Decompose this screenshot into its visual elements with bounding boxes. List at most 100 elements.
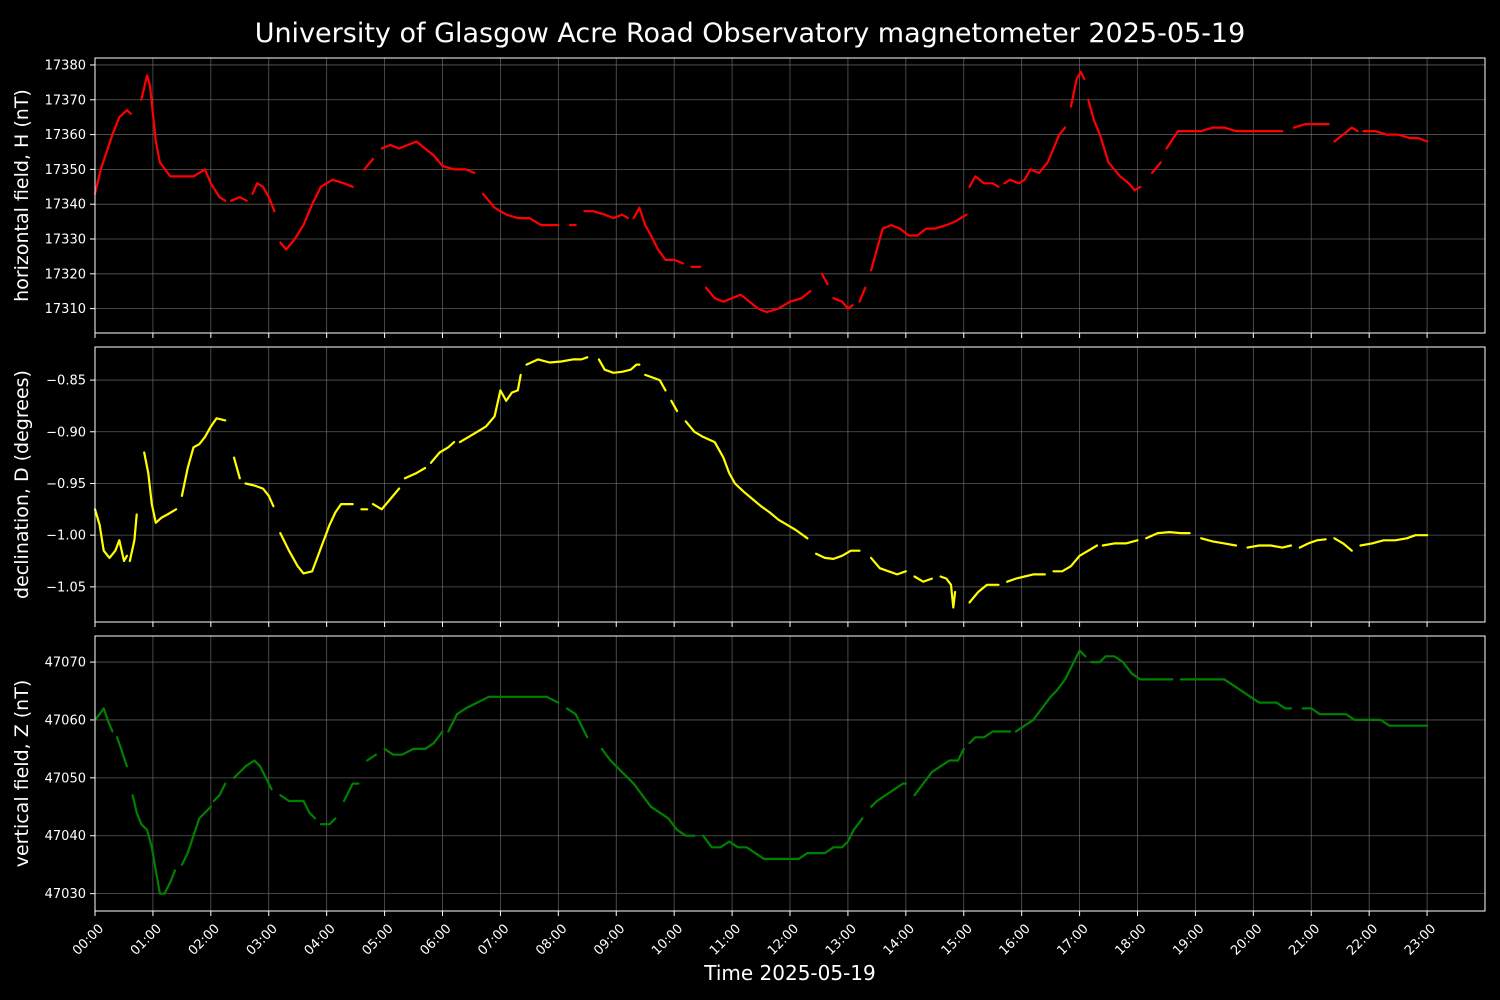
series-h-segment <box>870 213 968 272</box>
y-tick-label: 17360 <box>45 128 86 143</box>
x-tick-label: 04:00 <box>302 921 339 958</box>
series-d-segment <box>180 417 227 497</box>
series-z-segment <box>913 747 965 797</box>
x-tick-label: 13:00 <box>823 921 860 958</box>
x-tick-label: 06:00 <box>417 921 454 958</box>
series-d-segment <box>1006 573 1046 583</box>
series-h-segment <box>1333 126 1359 143</box>
series-d-segment <box>1333 537 1353 552</box>
x-tick-label: 18:00 <box>1112 921 1149 958</box>
x-tick-label: 19:00 <box>1170 921 1207 958</box>
series-h-segment <box>481 192 560 227</box>
panel-d: −1.05 −1.00 −0.95 −0.90 −0.85 declination, D … <box>11 346 1486 627</box>
series-h-segment <box>858 286 867 303</box>
series-d-segment <box>644 373 667 392</box>
series-z-segment <box>383 730 444 756</box>
x-tick-label: 17:00 <box>1055 921 1092 958</box>
series-d-segment <box>128 513 138 563</box>
series-h-segment <box>1003 126 1067 185</box>
series-h-segment <box>380 140 476 174</box>
y-tick-label: 17330 <box>45 233 86 248</box>
x-tick-label: 10:00 <box>649 921 686 958</box>
series-d-segment <box>93 508 128 563</box>
panel-d-frame <box>94 346 1486 623</box>
series-d-segment <box>1359 534 1429 547</box>
y-tick-label: 47050 <box>45 771 86 786</box>
panel-h-frame <box>94 57 1486 334</box>
series-d-segment <box>1298 538 1327 549</box>
series-d-segment <box>1246 544 1293 549</box>
series-d-segment <box>244 482 275 508</box>
y-tick-label: 47040 <box>45 829 86 844</box>
series-z-segment <box>180 805 212 866</box>
series-d-segment <box>429 441 456 464</box>
series-d-segment <box>684 420 809 540</box>
series-d-segment <box>1200 537 1238 547</box>
series-d-segment <box>403 466 427 480</box>
y-tick-label: 47060 <box>45 713 86 728</box>
series-d-segment <box>815 549 861 560</box>
x-tick-label: 16:00 <box>997 921 1034 958</box>
y-tick-label: −1.00 <box>46 529 86 544</box>
series-h-segment <box>704 286 812 314</box>
series-h-segment <box>140 74 227 202</box>
x-tick-label: 08:00 <box>533 921 570 958</box>
series-z-segment <box>870 782 907 808</box>
series-d-segment <box>939 575 957 609</box>
y-tick-label: −0.95 <box>46 477 86 492</box>
y-tick-label: 17310 <box>45 302 86 317</box>
series-h-segment <box>1150 161 1162 174</box>
series-h-segment <box>1292 123 1330 129</box>
x-tick-label: 00:00 <box>70 921 107 958</box>
series-z-segment <box>447 695 560 733</box>
series-d-segment <box>913 575 933 583</box>
x-tick-label: 05:00 <box>360 921 397 958</box>
x-tick-label: 07:00 <box>475 921 512 958</box>
series-h-segment <box>279 178 354 251</box>
series-d-segment <box>279 503 354 575</box>
series-h-segment <box>1087 98 1142 192</box>
x-tick-label: 09:00 <box>591 921 628 958</box>
x-tick-label: 21:00 <box>1286 921 1323 958</box>
y-tick-label: 47030 <box>45 887 86 902</box>
series-z-segment <box>702 817 864 860</box>
series-d-segment <box>143 451 178 524</box>
series-d-segment <box>1101 539 1139 547</box>
y-tick-label: −1.05 <box>46 580 86 595</box>
series-d-segment <box>870 556 907 576</box>
y-tick-label: 17320 <box>45 267 86 282</box>
x-tick-label: 14:00 <box>881 921 918 958</box>
series-z-segment <box>279 794 317 820</box>
y-tick-label: 17350 <box>45 163 86 178</box>
x-tick-label: 22:00 <box>1344 921 1381 958</box>
chart-title: University of Glasgow Acre Road Observat… <box>255 18 1246 49</box>
series-d-segment <box>670 399 679 413</box>
series-h-segment <box>1165 126 1284 150</box>
panel-h-y-axis-label: horizontal field, H (nT) <box>11 89 33 302</box>
series-h-segment <box>820 272 829 286</box>
series-h-segment <box>1362 130 1429 143</box>
y-tick-label: 17370 <box>45 93 86 108</box>
series-z-segment <box>968 730 1012 745</box>
series-d-segment <box>232 456 241 480</box>
series-z-segment <box>319 817 337 826</box>
x-tick-labels: 00:00 01:00 02:00 03:00 04:00 05:00 06:00 07:00… <box>70 921 1439 958</box>
x-tick-label: 03:00 <box>244 921 281 958</box>
series-h-segment <box>832 297 854 310</box>
y-tick-label: 17340 <box>45 198 86 213</box>
panel-h: 17310 17320 17330 17340 17350 17360 17370 17380… <box>11 57 1486 338</box>
y-tick-label: 17380 <box>45 58 86 73</box>
panel-d-y-axis-label: declination, D (degrees) <box>11 370 33 599</box>
series-d-segment <box>968 583 1000 604</box>
series-h-segment <box>363 157 375 171</box>
panel-z-frame <box>94 635 1486 912</box>
series-d-segment <box>458 373 522 444</box>
series-z-segment <box>93 707 114 733</box>
series-z-segment <box>115 736 128 768</box>
series-z-segment <box>342 782 360 803</box>
x-tick-label: 20:00 <box>1228 921 1265 958</box>
series-z-segment <box>565 707 589 739</box>
x-tick-label: 02:00 <box>186 921 223 958</box>
x-tick-label: 12:00 <box>765 921 802 958</box>
